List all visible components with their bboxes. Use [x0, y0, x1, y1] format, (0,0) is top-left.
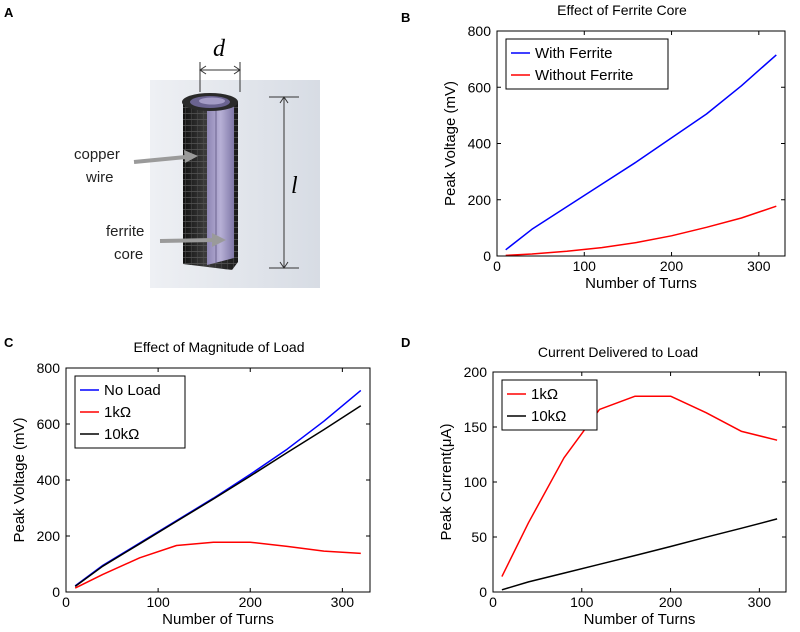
y-tick-label: 400	[468, 136, 492, 152]
y-tick-label: 600	[37, 416, 61, 432]
chart-b-series	[505, 54, 777, 257]
x-tick-label: 300	[748, 594, 772, 610]
series-line-0	[501, 395, 778, 577]
panel-letter-d: D	[401, 335, 410, 350]
panel-letter-a: A	[4, 5, 14, 20]
dimension-d: d	[199, 36, 241, 92]
ferrite-label-line2: core	[114, 246, 143, 263]
legend-label-1: 1kΩ	[104, 404, 131, 421]
y-tick-label: 200	[464, 364, 488, 380]
chart-b-ticks: 0 100 200 300 0 200 400 600 800	[468, 23, 785, 274]
x-tick-label: 100	[573, 258, 597, 274]
legend-label-0: 1kΩ	[531, 386, 558, 403]
chart-c-legend: No Load 1kΩ 10kΩ	[74, 375, 186, 449]
chart-b-xlabel: Number of Turns	[585, 275, 697, 292]
legend-label-1: Without Ferrite	[535, 67, 633, 84]
panel-letter-b: B	[401, 10, 410, 25]
panel-d: D Current Delivered to Load 0 100 200 300 0 5…	[401, 335, 787, 628]
chart-d-axes-frame	[492, 371, 787, 593]
chart-b-title: Effect of Ferrite Core	[557, 2, 687, 18]
legend-label-0: No Load	[104, 382, 161, 399]
series-line-1	[501, 518, 778, 591]
y-tick-label: 600	[468, 79, 492, 95]
chart-c-axes-frame	[65, 367, 371, 593]
panel-b: B Effect of Ferrite Core 0 100 200 300 0 200 4…	[401, 2, 786, 292]
chart-d-ticks: 0 100 200 300 0 50 100 150 200	[464, 364, 786, 610]
y-tick-label: 100	[464, 474, 488, 490]
chart-c-ticks: 0 100 200 300 0 200 400 600 800	[37, 360, 370, 610]
x-tick-label: 300	[747, 258, 771, 274]
y-tick-label: 400	[37, 472, 61, 488]
copper-label-line1: copper	[74, 146, 120, 163]
coil-illustration	[182, 93, 238, 270]
legend-label-0: With Ferrite	[535, 45, 613, 62]
chart-d-xlabel: Number of Turns	[584, 611, 696, 628]
chart-b-ylabel: Peak Voltage (mV)	[442, 81, 459, 206]
legend-box	[501, 379, 598, 431]
chart-d-series	[501, 395, 778, 591]
x-tick-label: 100	[146, 594, 170, 610]
series-line-2	[74, 405, 362, 588]
panel-c: C Effect of Magnitude of Load 0 100 200 300…	[4, 335, 371, 628]
x-tick-label: 0	[62, 594, 70, 610]
series-line-0	[505, 54, 777, 251]
x-tick-label: 300	[331, 594, 355, 610]
copper-wire-callout: copper wire	[74, 146, 198, 186]
chart-b-legend: With Ferrite Without Ferrite	[505, 38, 669, 90]
dimension-l: l	[269, 96, 299, 269]
chart-c-ylabel: Peak Voltage (mV)	[11, 417, 28, 542]
series-line-1	[505, 205, 777, 257]
x-tick-label: 200	[660, 258, 684, 274]
y-tick-label: 200	[468, 192, 492, 208]
chart-d-title: Current Delivered to Load	[538, 344, 698, 360]
y-tick-label: 800	[468, 23, 492, 39]
dimension-d-label: d	[213, 36, 226, 62]
chart-c-xlabel: Number of Turns	[162, 611, 274, 628]
x-tick-label: 0	[489, 594, 497, 610]
panel-a: A d l	[4, 5, 320, 288]
legend-label-2: 10kΩ	[104, 426, 139, 443]
chart-c-title: Effect of Magnitude of Load	[134, 339, 305, 355]
ferrite-label-line1: ferrite	[106, 223, 144, 240]
y-tick-label: 0	[483, 248, 491, 264]
x-tick-label: 200	[239, 594, 263, 610]
legend-box	[505, 38, 669, 90]
y-tick-label: 50	[471, 529, 487, 545]
chart-d-legend: 1kΩ 10kΩ	[501, 379, 598, 431]
x-tick-label: 100	[570, 594, 594, 610]
panel-letter-c: C	[4, 335, 14, 350]
y-tick-label: 200	[37, 528, 61, 544]
y-tick-label: 150	[464, 419, 488, 435]
dimension-l-label: l	[291, 173, 298, 199]
series-line-1	[74, 541, 361, 589]
chart-d-ylabel: Peak Current(μA)	[438, 423, 455, 540]
chart-b-axes-frame	[496, 30, 786, 257]
ferrite-core-shape	[207, 104, 234, 265]
legend-label-1: 10kΩ	[531, 408, 566, 425]
copper-label-line2: wire	[85, 169, 114, 186]
ferrite-core-callout: ferrite core	[106, 223, 226, 263]
x-tick-label: 0	[493, 258, 501, 274]
y-tick-label: 800	[37, 360, 61, 376]
chart-c-series	[74, 389, 362, 589]
y-tick-label: 0	[52, 584, 60, 600]
x-tick-label: 200	[659, 594, 683, 610]
y-tick-label: 0	[479, 584, 487, 600]
